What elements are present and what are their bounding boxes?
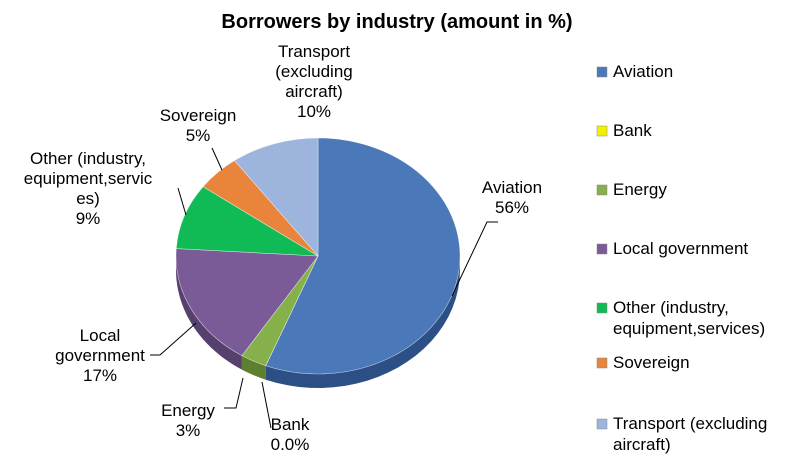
leader-line-sovereign [211, 147, 223, 171]
pie-slice-transport [234, 137, 319, 257]
data-label-line: 5% [186, 126, 211, 145]
leader-line-local_government [150, 322, 197, 356]
legend-label: Sovereign [613, 353, 690, 372]
leader-line-energy [224, 377, 244, 409]
pie-side-local_government [176, 256, 242, 370]
pie-slices [175, 137, 461, 375]
data-label-line: es) [76, 189, 100, 208]
legend-label: Energy [613, 180, 667, 199]
pie-3d-side [176, 256, 460, 388]
legend-swatch [596, 243, 608, 255]
data-label-aviation: Aviation 56% [482, 178, 542, 217]
leader-line-aviation [451, 221, 498, 297]
legend-swatch [596, 66, 608, 78]
data-label-line: 0.0% [271, 435, 310, 454]
data-label-other: Other (industry, equipment,servic es) 9% [24, 149, 153, 228]
legend-item-transport: Transport (excluding aircraft) [596, 414, 767, 454]
pie-slice-local_government [175, 248, 319, 357]
legend-label: Local government [613, 239, 748, 258]
legend-label: Transport (excluding aircraft) [613, 414, 767, 454]
data-label-line: aircraft) [285, 82, 343, 101]
data-label-local_government: Local government 17% [55, 326, 145, 385]
leader-line-bank [261, 381, 272, 429]
legend-item-bank: Bank [596, 121, 652, 140]
data-label-line: Other (industry, [30, 149, 146, 168]
legend-swatch [596, 184, 608, 196]
data-label-line: 3% [176, 421, 201, 440]
legend-swatch [596, 302, 608, 314]
pie-slice-other [175, 186, 319, 257]
data-label-line: 56% [495, 198, 529, 217]
data-label-line: Transport [278, 42, 350, 61]
data-label-line: 9% [76, 209, 101, 228]
legend-item-local_government: Local government [596, 239, 748, 258]
legend-label: Bank [613, 121, 652, 140]
data-label-line: Sovereign [160, 106, 237, 125]
data-label-line: 17% [83, 366, 117, 385]
data-label-line: Bank [271, 415, 310, 434]
legend-label: Aviation [613, 62, 673, 81]
data-label-bank: Bank 0.0% [271, 415, 310, 454]
legend-swatch [596, 418, 608, 430]
data-label-line: equipment,servic [24, 169, 153, 188]
legend-label-line: Local government [613, 239, 748, 258]
legend-label-line: Energy [613, 180, 667, 199]
data-label-line: 10% [297, 102, 331, 121]
data-label-sovereign: Sovereign 5% [160, 106, 237, 145]
data-label-line: Local [80, 326, 121, 345]
data-label-transport: Transport (excluding aircraft) 10% [275, 42, 353, 121]
legend-item-sovereign: Sovereign [596, 353, 690, 372]
legend-label-line: Other (industry, [613, 298, 729, 317]
data-labels: Aviation 56% Bank 0.0% Energy 3% Local governme… [24, 42, 542, 454]
legend-swatch [596, 357, 608, 369]
pie-side-aviation [265, 256, 460, 388]
legend-item-aviation: Aviation [596, 62, 673, 81]
data-label-line: Aviation [482, 178, 542, 197]
legend-label-line: Transport (excluding [613, 414, 767, 433]
leader-lines [150, 147, 498, 429]
legend-label-line: Sovereign [613, 353, 690, 372]
legend-label: Other (industry, equipment,services) [613, 298, 765, 338]
legend-label-line: Bank [613, 121, 652, 140]
legend-label-line: aircraft) [613, 435, 671, 454]
data-label-line: (excluding [275, 62, 353, 81]
legend-item-energy: Energy [596, 180, 667, 199]
legend-label-line: equipment,services) [613, 319, 765, 338]
data-label-line: Energy [161, 401, 215, 420]
pie-slice-aviation [265, 137, 461, 375]
legend-label-line: Aviation [613, 62, 673, 81]
legend-swatch [596, 125, 608, 137]
pie-side-energy [241, 355, 266, 380]
chart-title: Borrowers by industry (amount in %) [221, 11, 572, 33]
legend: Aviation Bank Energy Local government Other … [596, 62, 767, 454]
leader-line-other [177, 187, 187, 216]
data-label-energy: Energy 3% [161, 401, 215, 440]
data-label-line: government [55, 346, 145, 365]
legend-item-other: Other (industry, equipment,services) [596, 298, 765, 338]
